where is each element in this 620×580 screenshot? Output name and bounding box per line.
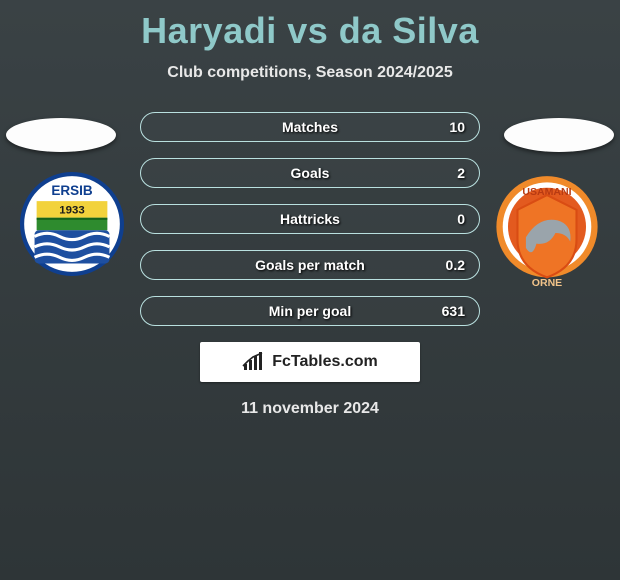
stat-right-value: 10	[429, 119, 465, 135]
stat-label: Goals	[191, 165, 429, 181]
player-avatar-right	[504, 118, 614, 152]
page-title: Haryadi vs da Silva	[0, 0, 620, 52]
stat-row: Matches 10	[140, 112, 480, 142]
date-label: 11 november 2024	[10, 400, 610, 418]
stat-label: Hattricks	[191, 211, 429, 227]
stat-row: Min per goal 631	[140, 296, 480, 326]
crest-left-text: ERSIB	[51, 183, 93, 198]
stat-row: Hattricks 0	[140, 204, 480, 234]
stat-label: Matches	[191, 119, 429, 135]
stat-right-value: 0	[429, 211, 465, 227]
page-subtitle: Club competitions, Season 2024/2025	[0, 64, 620, 82]
stat-label: Goals per match	[191, 257, 429, 273]
stat-row: Goals 2	[140, 158, 480, 188]
stats-container: Matches 10 Goals 2 Hattricks 0 Goals per…	[140, 112, 480, 326]
comparison-layout: ERSIB 1933 USAMANI ORNE Matches 10 Goals	[0, 112, 620, 418]
stat-row: Goals per match 0.2	[140, 250, 480, 280]
bar-chart-icon	[242, 352, 266, 372]
stat-right-value: 0.2	[429, 257, 465, 273]
stat-right-value: 631	[429, 303, 465, 319]
club-crest-left: ERSIB 1933	[20, 172, 124, 276]
crest-right-text-bottom: ORNE	[532, 277, 562, 289]
fctables-badge[interactable]: FcTables.com	[200, 342, 420, 382]
badge-text: FcTables.com	[272, 353, 378, 371]
stat-label: Min per goal	[191, 303, 429, 319]
club-crest-right: USAMANI ORNE	[494, 174, 600, 290]
player-avatar-left	[6, 118, 116, 152]
crest-left-year: 1933	[59, 205, 84, 217]
stat-right-value: 2	[429, 165, 465, 181]
